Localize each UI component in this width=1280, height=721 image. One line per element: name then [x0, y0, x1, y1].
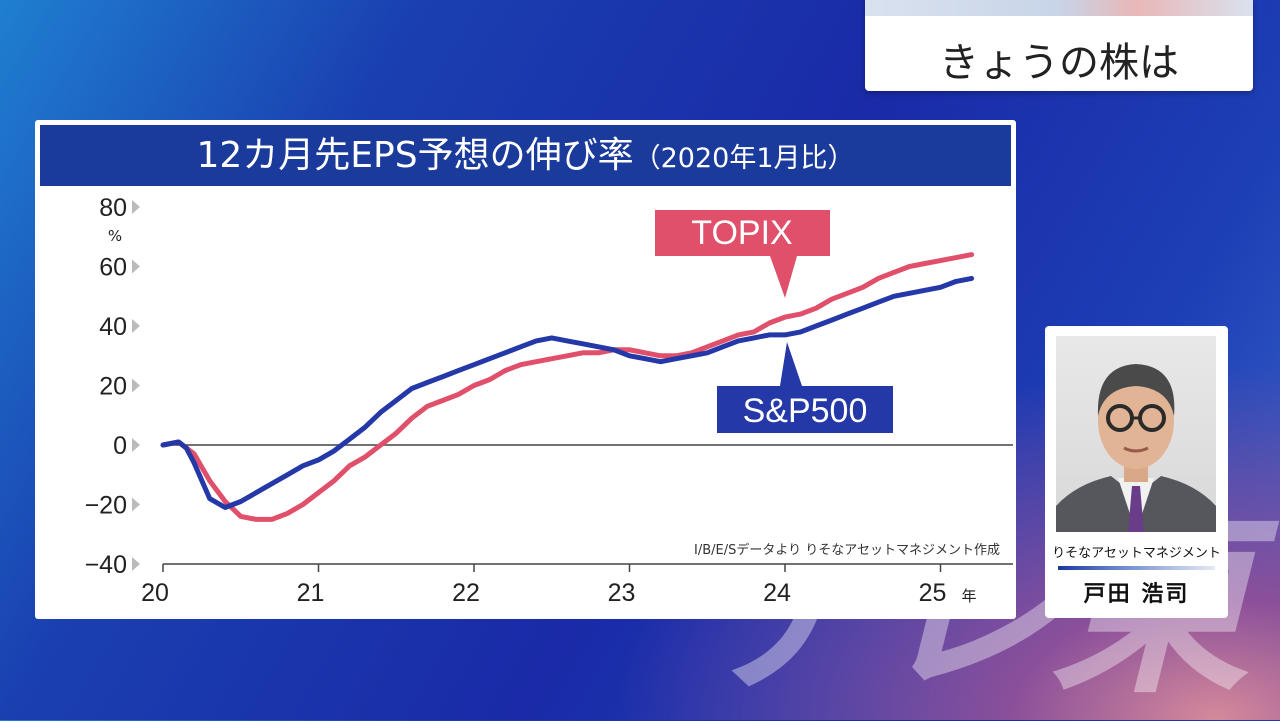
chart-title-bar: 12カ月先EPS予想の伸び率（2020年1月比）: [40, 125, 1011, 186]
y-tick-arrow: [132, 438, 140, 452]
portrait-illustration: [1056, 364, 1216, 532]
y-unit-label: %: [108, 227, 122, 245]
x-tick-label: 24: [763, 579, 791, 607]
x-tick-label: 23: [608, 579, 636, 607]
y-tick-arrow: [132, 378, 140, 393]
y-tick-arrow: [132, 259, 140, 274]
x-tick-label: 20: [141, 579, 169, 607]
chart-card: 12カ月先EPS予想の伸び率（2020年1月比） 80 60 40 20 0 −20 −40…: [35, 120, 1016, 619]
y-tick-label: 0: [113, 432, 127, 460]
x-tick-label: 22: [452, 579, 480, 607]
y-tick-label: 20: [99, 373, 127, 401]
commentator-card: りそなアセットマネジメント 戸田 浩司: [1045, 326, 1228, 618]
commentator-name: 戸田 浩司: [1083, 582, 1190, 607]
x-tick-label: 21: [297, 579, 325, 607]
topic-title: きょうの株は: [939, 40, 1179, 86]
series-line-topix: [160, 252, 975, 522]
line-chart: 80 60 40 20 0 −20 −40% 20 21 22 23 24 25 年 I/B/E/Sデータよ…: [85, 194, 1013, 607]
x-tick-label: 25: [919, 579, 947, 607]
commentator-photo: [1056, 336, 1216, 532]
y-tick-label: 60: [99, 254, 127, 282]
topix-callout-box: [655, 210, 830, 298]
topic-banner: きょうの株は: [865, 0, 1253, 91]
y-tick-label: −20: [85, 492, 127, 520]
y-tick-arrow: [132, 319, 140, 333]
topix-callout-label: TOPIX: [691, 214, 792, 252]
chart-title: 12カ月先EPS予想の伸び率: [196, 135, 634, 176]
y-tick-label: 80: [99, 194, 127, 222]
y-tick-arrow: [132, 200, 140, 214]
y-tick-arrow: [132, 497, 140, 512]
chart-subtitle: （2020年1月比）: [633, 143, 855, 174]
x-unit-label: 年: [962, 587, 977, 605]
topic-strip: [865, 0, 1253, 16]
y-tick-label: 40: [99, 313, 127, 341]
y-tick-arrow: [132, 557, 140, 571]
commentator-company: りそなアセットマネジメント: [1052, 546, 1221, 561]
source-note: I/B/E/Sデータより りそなアセットマネジメント作成: [694, 542, 1000, 558]
y-tick-label: −40: [85, 551, 127, 579]
company-underline: [1058, 566, 1215, 570]
sp500-callout-box: [717, 342, 893, 433]
series-line-sp500: [160, 275, 975, 510]
sp500-callout-label: S&P500: [743, 392, 868, 430]
